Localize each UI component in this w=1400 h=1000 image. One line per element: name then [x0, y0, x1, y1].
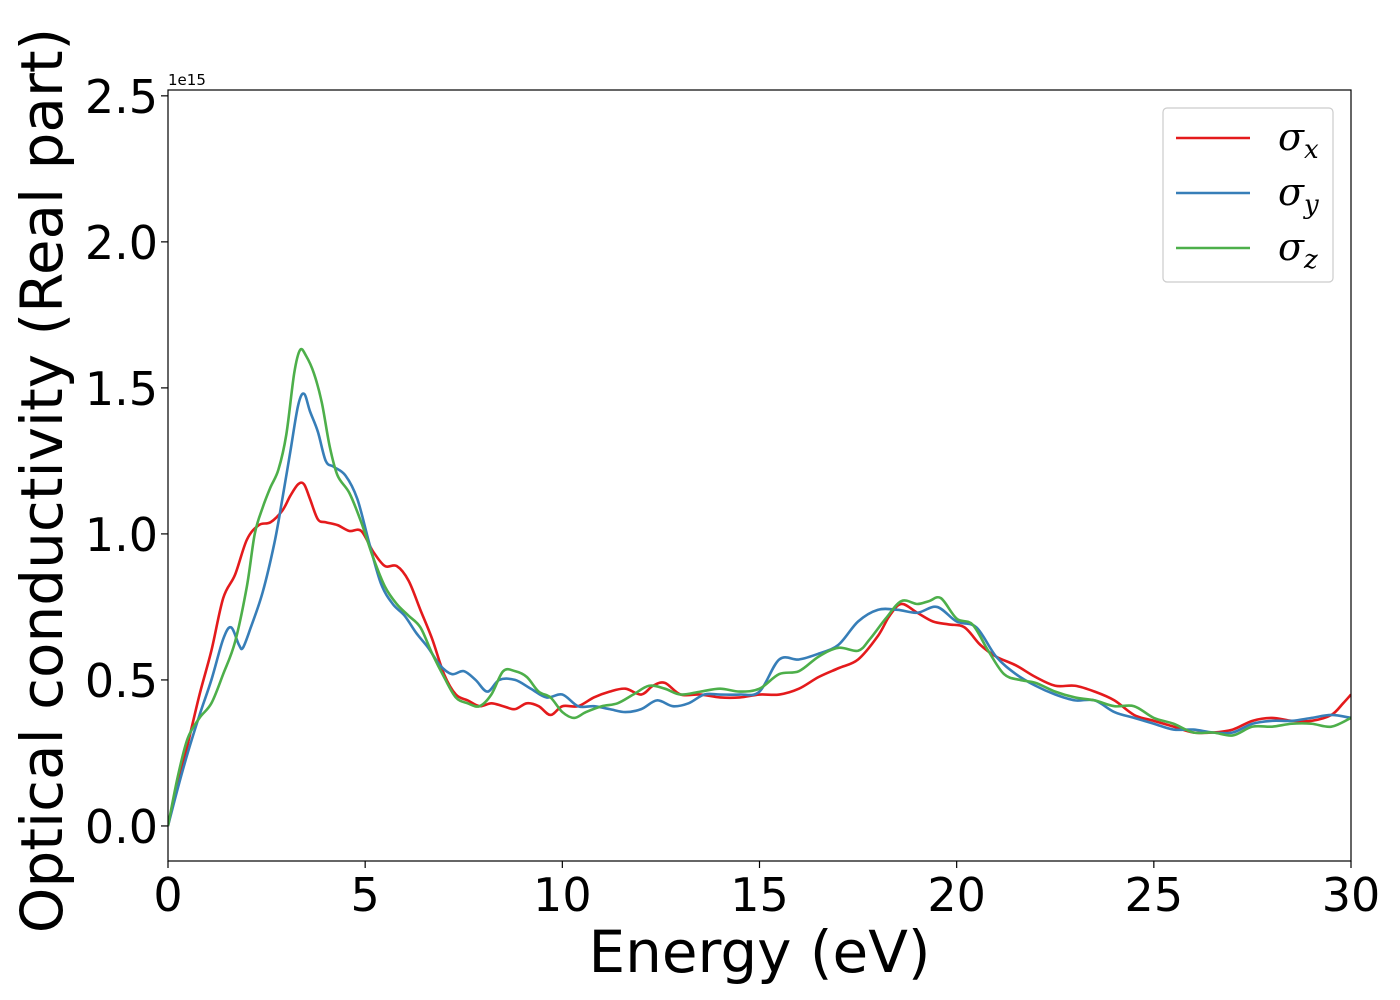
x-tick-label: 25 — [1125, 868, 1184, 922]
x-tick-label: 30 — [1322, 868, 1381, 922]
y-tick-label: 1.5 — [85, 362, 158, 416]
legend-label-y: σy — [1278, 170, 1319, 220]
y-tick-label: 2.0 — [85, 216, 158, 270]
series-line-x — [168, 481, 1351, 827]
y-axis-offset-label: 1e15 — [168, 71, 206, 89]
x-tick-label: 10 — [533, 868, 592, 922]
legend-label-x: σx — [1278, 115, 1319, 165]
series-line-y — [168, 392, 1351, 827]
y-tick-label: 1.0 — [85, 508, 158, 562]
x-tick-label: 0 — [153, 868, 182, 922]
x-tick-label: 20 — [927, 868, 986, 922]
legend-label-z: σz — [1278, 225, 1318, 275]
y-tick-label: 0.5 — [85, 654, 158, 708]
y-axis-ticks: 0.0 0.5 1.0 1.5 2.0 2.5 — [85, 70, 168, 854]
x-tick-label: 15 — [730, 868, 789, 922]
x-tick-label: 5 — [351, 868, 380, 922]
legend-box — [1162, 107, 1334, 283]
y-axis-title: Optical conductivity (Real part) — [8, 28, 76, 933]
series-layer — [168, 347, 1351, 827]
y-tick-label: 0.0 — [85, 800, 158, 854]
x-axis-ticks: 0 5 10 15 20 25 30 — [153, 861, 1380, 922]
y-tick-label: 2.5 — [85, 70, 158, 124]
series-line-z — [168, 347, 1351, 827]
x-axis-title: Energy (eV) — [588, 918, 930, 986]
